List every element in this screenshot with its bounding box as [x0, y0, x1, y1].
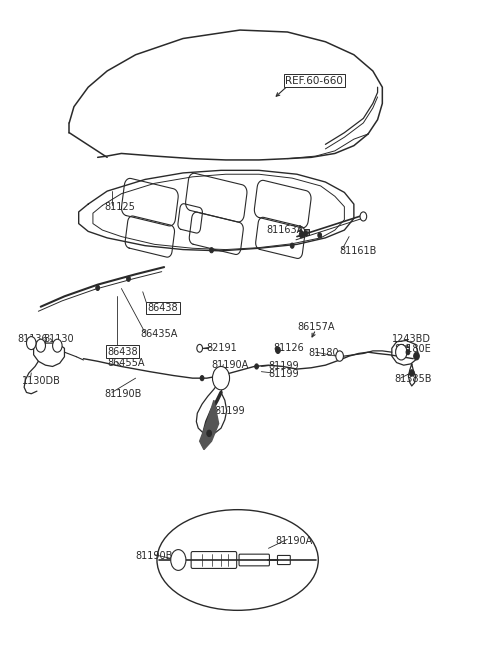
- Text: 1130DB: 1130DB: [22, 376, 60, 386]
- Circle shape: [53, 339, 62, 352]
- Text: 81180: 81180: [309, 348, 339, 358]
- Text: 1243BD: 1243BD: [392, 334, 431, 344]
- Text: 82191: 82191: [207, 343, 238, 353]
- Text: 81136: 81136: [17, 333, 48, 343]
- Circle shape: [336, 351, 343, 362]
- Circle shape: [96, 286, 99, 290]
- Circle shape: [197, 345, 203, 352]
- Circle shape: [276, 347, 280, 354]
- Circle shape: [396, 345, 407, 360]
- Circle shape: [213, 366, 229, 390]
- Circle shape: [200, 375, 204, 381]
- Text: 81190B: 81190B: [136, 551, 173, 561]
- Text: 86435A: 86435A: [140, 329, 178, 339]
- Circle shape: [406, 350, 410, 355]
- Text: REF.60-660: REF.60-660: [285, 76, 343, 86]
- Text: 81163A: 81163A: [266, 225, 303, 235]
- Circle shape: [300, 231, 304, 238]
- Circle shape: [207, 430, 212, 437]
- Circle shape: [360, 212, 367, 221]
- Text: 86438: 86438: [147, 303, 178, 313]
- Text: 86455A: 86455A: [107, 358, 144, 368]
- Text: 81199: 81199: [268, 369, 299, 379]
- Text: 81180E: 81180E: [394, 344, 431, 354]
- Text: 81125: 81125: [105, 202, 136, 212]
- Circle shape: [36, 339, 46, 352]
- Text: 81161B: 81161B: [340, 246, 377, 256]
- Circle shape: [26, 337, 36, 350]
- Circle shape: [255, 364, 259, 369]
- Text: 81130: 81130: [43, 333, 74, 343]
- Circle shape: [290, 243, 294, 248]
- Text: 81126: 81126: [273, 343, 304, 353]
- Text: 81199: 81199: [214, 405, 244, 416]
- Text: 86438: 86438: [107, 346, 138, 356]
- Circle shape: [414, 352, 420, 360]
- Polygon shape: [200, 400, 219, 449]
- Circle shape: [127, 276, 131, 282]
- Text: 81385B: 81385B: [394, 375, 432, 384]
- Circle shape: [171, 550, 186, 571]
- Circle shape: [210, 248, 214, 253]
- Text: 81199: 81199: [268, 362, 299, 371]
- Circle shape: [318, 233, 322, 238]
- Text: 81190A: 81190A: [276, 536, 313, 546]
- Circle shape: [409, 369, 414, 376]
- Bar: [303, 229, 309, 234]
- Text: 86157A: 86157A: [297, 322, 335, 333]
- Circle shape: [303, 231, 307, 236]
- Text: 81190B: 81190B: [105, 389, 142, 400]
- Text: 81190A: 81190A: [212, 360, 249, 370]
